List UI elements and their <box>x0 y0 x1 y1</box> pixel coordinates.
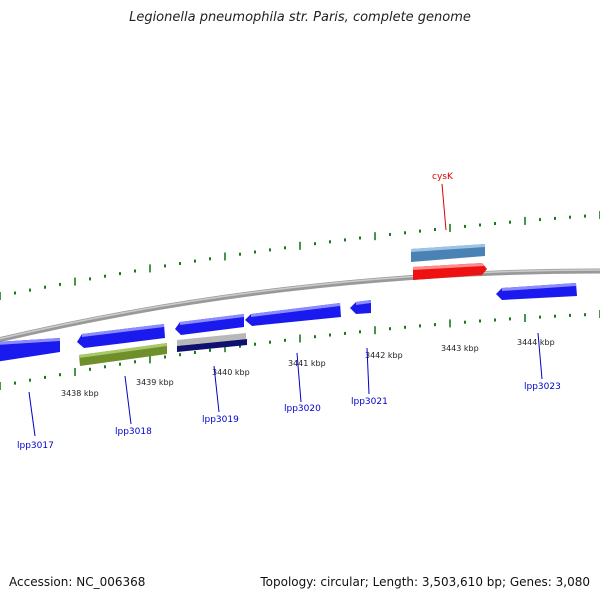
scale-label-3443: 3443 kbp <box>441 344 479 353</box>
inner-tick-ring <box>0 310 600 390</box>
gene-feature-cysK-domain[interactable] <box>411 244 485 262</box>
scale-label-3439: 3439 kbp <box>136 378 174 387</box>
map-title: Legionella pneumophila str. Paris, compl… <box>129 10 471 25</box>
gene-feature-lpp3020[interactable] <box>245 303 341 326</box>
scale-labels: 3438 kbp 3439 kbp 3440 kbp 3441 kbp 3442… <box>61 338 555 398</box>
gene-feature-lpp3018-domain[interactable] <box>79 343 167 366</box>
gene-feature-lpp3023[interactable] <box>496 283 577 300</box>
label-leaders <box>28 332 543 437</box>
gene-label-lpp3020[interactable]: lpp3020 <box>284 404 321 414</box>
genome-summary-text: Topology: circular; Length: 3,503,610 bp… <box>260 575 590 589</box>
gene-feature-cysK[interactable] <box>413 263 487 280</box>
scale-label-3444: 3444 kbp <box>517 338 555 347</box>
gene-label-lpp3019[interactable]: lpp3019 <box>202 415 239 425</box>
gene-feature-lpp3019-domain[interactable] <box>177 333 247 352</box>
accession-text: Accession: NC_006368 <box>9 575 146 589</box>
scale-label-3442: 3442 kbp <box>365 351 403 360</box>
scale-label-3440: 3440 kbp <box>212 368 250 377</box>
scale-label-3438: 3438 kbp <box>61 389 99 398</box>
gene-label-lpp3018[interactable]: lpp3018 <box>115 427 152 437</box>
gene-labels: lpp3017 lpp3018 lpp3019 lpp3020 lpp3021 … <box>17 172 561 451</box>
gene-label-lpp3017[interactable]: lpp3017 <box>17 441 54 451</box>
gene-label-cysK[interactable]: cysK <box>432 172 454 182</box>
gene-feature-lpp3021[interactable] <box>350 300 371 314</box>
gene-feature-lpp3018[interactable] <box>77 324 165 348</box>
gene-feature-lpp3019[interactable] <box>175 314 244 335</box>
gene-label-lpp3021[interactable]: lpp3021 <box>351 397 388 407</box>
gene-feature-lpp3017[interactable] <box>0 338 60 362</box>
scale-label-3441: 3441 kbp <box>288 359 326 368</box>
outer-tick-ring <box>0 211 600 300</box>
label-leader-cysK <box>441 183 447 231</box>
gene-label-lpp3023[interactable]: lpp3023 <box>524 382 561 392</box>
genome-backbone <box>0 268 600 343</box>
